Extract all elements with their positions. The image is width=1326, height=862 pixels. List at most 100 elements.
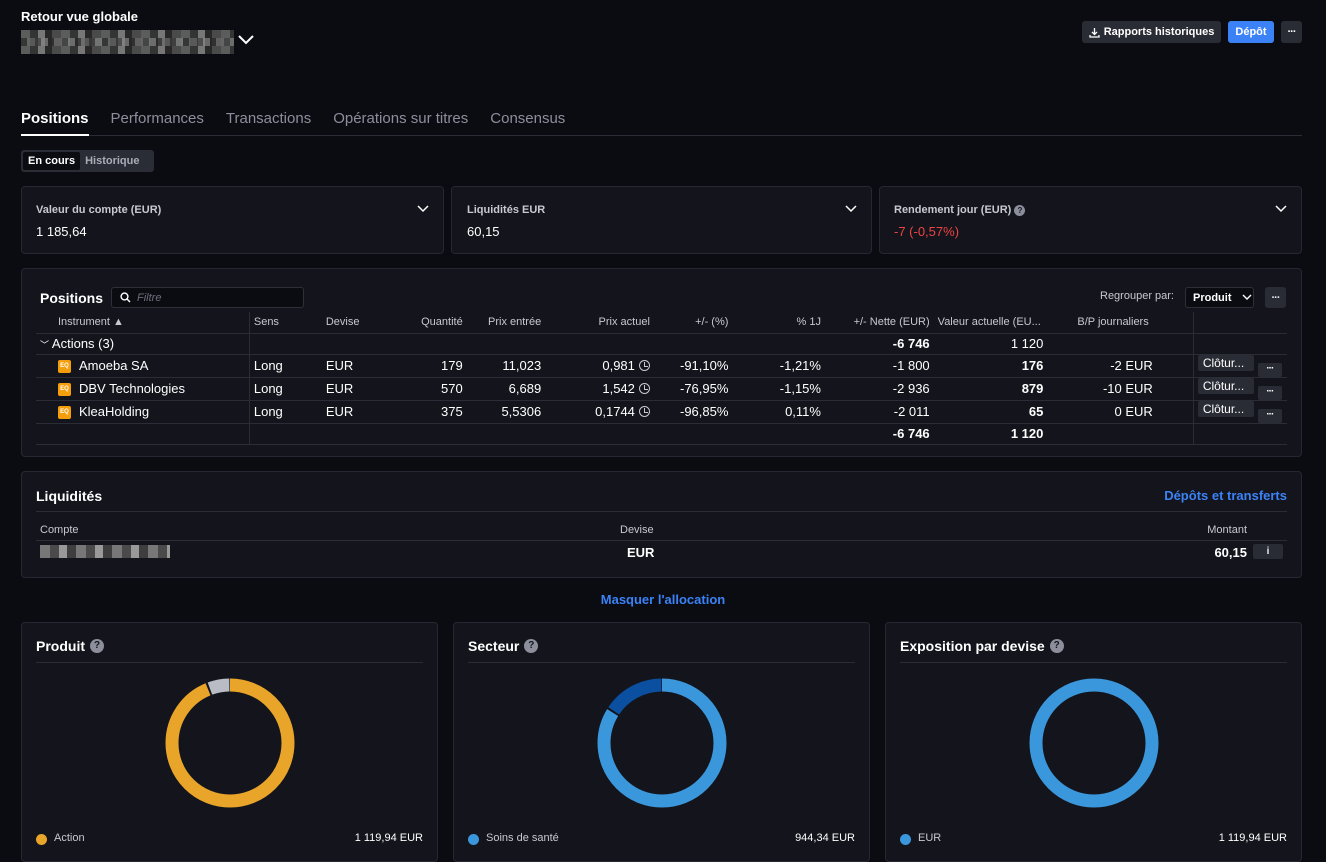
table-row[interactable]: EQ KleaHolding Long EUR 375 5,5306 0,1744… [36,400,1287,424]
legend-dot [36,834,47,845]
allocation-toggle: Masquer l'allocation [0,592,1326,607]
search-icon [120,292,131,303]
value-cell: 176 [933,354,1048,378]
row-more-button[interactable]: ··· [1257,385,1282,399]
column-header[interactable]: B/P journaliers [1047,312,1194,334]
tab-transactions[interactable]: Transactions [225,110,312,127]
actions-cell: Clôtur... ··· [1193,400,1287,424]
card-title: Exposition par devise? [900,638,1064,654]
close-position-button[interactable]: Clôtur... [1197,400,1254,417]
tab-consensus[interactable]: Consensus [490,110,566,127]
column-header[interactable]: Devise [321,312,395,334]
chevron-down-icon[interactable]: ﹀ [40,340,50,350]
legend-label: Action [54,832,85,844]
chevron-down-icon[interactable] [237,33,255,47]
column-header[interactable]: Valeur actuelle (EU... [933,312,1048,334]
account-value-card[interactable]: Valeur du compte (EUR) 1 185,64 [21,186,444,254]
segment-history[interactable]: Historique [85,155,140,167]
chevron-down-icon[interactable] [845,204,857,213]
liquidity-title: Liquidités [36,488,103,504]
more-options-button[interactable]: ··· [1281,21,1302,43]
help-icon[interactable]: ? [524,639,539,653]
column-header[interactable]: Sens [249,312,322,334]
group-by-select[interactable]: Produit [1185,287,1254,308]
filter-field[interactable] [111,287,304,308]
legend-value: 944,34 EUR [795,832,855,844]
tab-performances[interactable]: Performances [110,110,204,127]
chevron-down-icon[interactable] [417,204,429,213]
deposit-button[interactable]: Dépôt [1228,21,1274,43]
help-icon[interactable]: ? [1014,205,1026,216]
allocation-card-sector: Secteur? Soins de santé 944,34 EUR [453,622,870,862]
clock-icon [638,406,650,418]
donut-slice-main[interactable] [165,678,295,808]
segment-current[interactable]: En cours [23,152,81,170]
divider [36,540,1287,541]
info-button[interactable]: i [1253,544,1283,559]
column-header-label: Instrument [58,316,110,329]
deposits-transfers-link[interactable]: Dépôts et transferts [1164,488,1287,503]
column-header-instrument[interactable]: Instrument ▲ [36,312,250,334]
cash-card[interactable]: Liquidités EUR 60,15 [451,186,872,254]
current-price-cell: 0,981 [545,354,654,378]
column-header[interactable]: Prix entrée [466,312,546,334]
back-to-overview-link[interactable]: Retour vue globale [21,9,139,24]
net-pl-cell: -2 011 [824,400,934,424]
help-icon[interactable]: ? [90,639,104,653]
card-title: Produit? [36,638,104,654]
clock-icon [638,383,650,395]
tab-positions[interactable]: Positions [21,110,89,136]
grid-options-button[interactable]: ··· [1265,287,1286,308]
column-header[interactable]: % 1J [732,312,825,334]
net-pl-cell: -1 800 [824,354,934,378]
column-header-actions [1193,312,1287,334]
positions-table: Instrument ▲ Sens Devise Quantité Prix e… [36,312,1287,445]
instrument-name: DBV Technologies [79,380,185,396]
chevron-down-icon [1242,294,1251,300]
totals-row: -6 746 1 120 [36,423,1287,445]
card-title: Secteur? [468,638,539,654]
close-position-button[interactable]: Clôtur... [1197,377,1254,394]
instrument-cell[interactable]: EQ Amoeba SA [36,354,250,378]
pct-change-cell: -96,85% [653,400,733,424]
tab-corporate-actions[interactable]: Opérations sur titres [333,110,469,127]
donut-slice-main[interactable] [1029,678,1159,808]
instrument-cell[interactable]: EQ KleaHolding [36,400,250,424]
filter-input[interactable] [137,291,287,304]
historical-reports-label: Rapports historiques [1103,26,1215,38]
liquidity-panel: Liquidités Dépôts et transferts Compte D… [21,471,1302,578]
table-row[interactable]: EQ DBV Technologies Long EUR 570 6,689 1,… [36,377,1287,401]
help-icon[interactable]: ? [1049,639,1064,653]
historical-reports-button[interactable]: Rapports historiques [1082,21,1221,43]
pct-change-cell: -76,95% [653,377,733,401]
daily-return-card[interactable]: Rendement jour (EUR) ? -7 (-0,57%) [879,186,1302,254]
legend-value: 1 119,94 EUR [354,832,423,844]
table-row[interactable]: EQ Amoeba SA Long EUR 179 11,023 0,981 -9… [36,354,1287,378]
row-more-button[interactable]: ··· [1257,362,1282,376]
hide-allocation-link[interactable]: Masquer l'allocation [600,592,726,607]
donut-slice-main[interactable] [597,678,727,808]
column-header[interactable]: +/- (%) [653,312,733,334]
status-segmented-control: En cours Historique [21,150,154,172]
legend-dot [900,834,911,845]
currency-cell: EUR [321,354,395,378]
account-name-redacted [21,30,234,54]
current-price-value: 1,542 [602,381,635,396]
column-header[interactable]: +/- Nette (EUR) [824,312,934,334]
download-icon [1089,27,1100,38]
actions-cell: Clôtur... ··· [1193,354,1287,378]
close-position-button[interactable]: Clôtur... [1197,354,1254,371]
group-by-value: Produit [1193,291,1232,304]
currency-cell: EUR [321,400,395,424]
chevron-down-icon[interactable] [1275,204,1287,213]
group-row-actions[interactable]: ﹀ Actions (3) -6 746 1 120 [36,333,1287,355]
donut-chart [1029,678,1159,808]
group-label: Actions (3) [51,336,115,351]
column-header[interactable]: Quantité [394,312,467,334]
donut-chart [165,678,295,808]
column-header[interactable]: Prix actuel [545,312,654,334]
group-by-label: Regrouper par: [1100,290,1174,302]
instrument-cell[interactable]: EQ DBV Technologies [36,377,250,401]
row-more-button[interactable]: ··· [1257,408,1282,422]
positions-panel: Positions Regrouper par: Produit ··· Ins… [21,268,1302,457]
